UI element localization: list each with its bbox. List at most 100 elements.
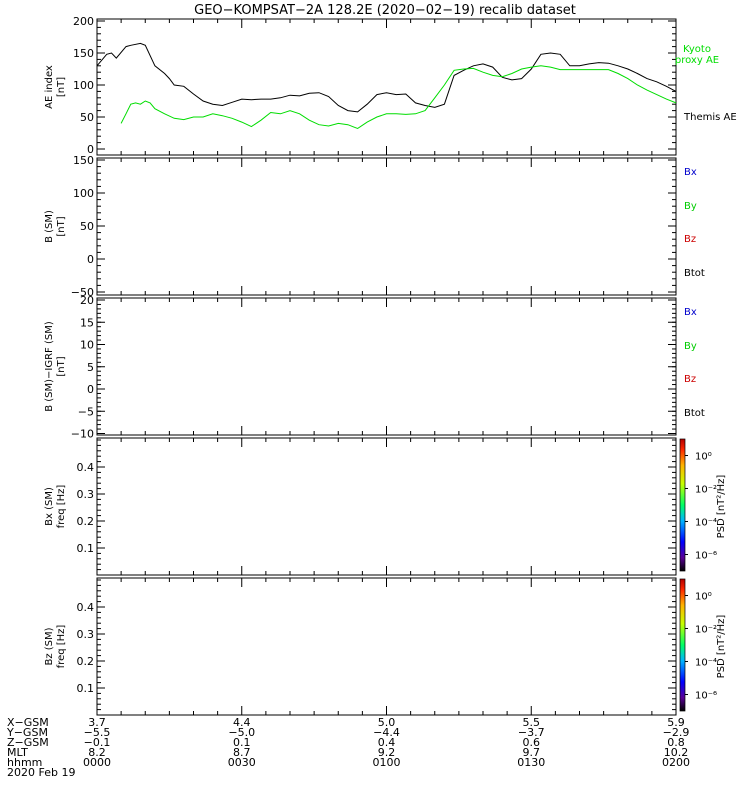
- y-tick-label: −50: [71, 286, 94, 299]
- ephemeris-value: 0130: [517, 756, 545, 769]
- panel-bx-spectrogram: 0.1 0.2 0.3 0.4 Bx (SM) freq [Hz] 10⁰ 10⁻² 10⁻⁴ 1…: [44, 437, 727, 576]
- y-tick-label: 0.2: [77, 515, 95, 528]
- ephemeris-value: 5.9: [667, 716, 685, 729]
- ephemeris-value: 5.0: [378, 716, 396, 729]
- ephemeris-row-label: hhmm: [7, 756, 42, 769]
- legend-by: By: [684, 201, 697, 212]
- ephemeris-value: 8.7: [233, 746, 251, 759]
- y-axis-unit: [nT]: [56, 216, 67, 236]
- y-tick-label: 0.1: [77, 682, 95, 695]
- legend-bz: Bz: [684, 234, 696, 245]
- colorbar-tick-label: 10⁻⁴: [695, 518, 717, 529]
- y-tick-label: 0.4: [77, 601, 95, 614]
- y-tick-label: 0.1: [77, 542, 95, 555]
- plot-frame: [96, 297, 677, 436]
- y-tick-label: 0.3: [77, 628, 95, 641]
- y-tick-label: 150: [73, 47, 94, 60]
- ephemeris-value: 5.5: [523, 716, 541, 729]
- panel-b-minus-igrf: −10 −5 0 5 10 15 20 B (SM)−IGRF (SM) [nT] Bx By Bz B…: [44, 294, 705, 441]
- colorbar-tick-label: 10⁻²: [695, 485, 717, 496]
- y-tick-label: 0: [87, 253, 94, 266]
- y-axis-unit: [nT]: [56, 77, 67, 97]
- ephemeris-date: 2020 Feb 19: [7, 766, 75, 779]
- y-tick-label: 15: [80, 316, 94, 329]
- y-axis-unit: freq [Hz]: [56, 625, 67, 669]
- y-tick-label: 50: [80, 220, 94, 233]
- ephemeris-value: 9.2: [378, 746, 396, 759]
- ephemeris-row-label: X−GSM: [7, 716, 49, 729]
- ephemeris-value: 8.2: [88, 746, 106, 759]
- y-tick-label: 50: [80, 111, 94, 124]
- ephemeris-value: 0.8: [667, 736, 685, 749]
- legend-btot: Btot: [684, 268, 705, 279]
- y-tick-label: 0.4: [77, 461, 95, 474]
- panel-b-field: −50 0 50 100 150 B (SM) [nT] Bx By Bz Btot: [44, 154, 705, 299]
- legend-kyoto-line1: Kyoto: [683, 44, 711, 55]
- ephemeris-value: 4.4: [233, 716, 251, 729]
- ephemeris-value: 0100: [373, 756, 401, 769]
- y-tick-label: 150: [73, 154, 94, 167]
- ephemeris-value: 0030: [228, 756, 256, 769]
- series-line-kyoto-proxy-ae: [120, 65, 677, 130]
- y-tick-label: −5: [78, 405, 94, 418]
- plot-frame: [96, 157, 677, 296]
- colorbar: [679, 578, 686, 712]
- plot-frame: [96, 577, 677, 716]
- colorbar-tick-label: 10⁻⁴: [695, 658, 717, 669]
- ephemeris-value: 0.4: [378, 736, 396, 749]
- ephemeris-value: 10.2: [664, 746, 689, 759]
- ephemeris-value: 3.7: [88, 716, 106, 729]
- ephemeris-value: 9.7: [523, 746, 541, 759]
- y-axis-label: B (SM): [44, 210, 55, 243]
- y-tick-label: 200: [73, 15, 94, 28]
- ephemeris-row-label: Z−GSM: [7, 736, 49, 749]
- ephemeris-row-label: MLT: [7, 746, 28, 759]
- y-tick-label: 0: [87, 383, 94, 396]
- y-axis-label: AE index: [44, 65, 55, 109]
- legend-bz: Bz: [684, 374, 696, 385]
- colorbar-tick-label: 10⁻⁶: [695, 691, 717, 702]
- figure-title: GEO−KOMPSAT−2A 128.2E (2020−02−19) recal…: [194, 3, 576, 18]
- ephemeris-value: −2.9: [663, 726, 690, 739]
- ephemeris-value: 0200: [662, 756, 690, 769]
- plot-frame: [96, 437, 677, 576]
- ephemeris-row-label: Y−GSM: [6, 726, 48, 739]
- ephemeris-value: −5.5: [84, 726, 111, 739]
- y-axis-unit: [nT]: [56, 356, 67, 376]
- y-tick-label: 10: [80, 339, 94, 352]
- panel-bz-spectrogram: 0.1 0.2 0.3 0.4 Bz (SM) freq [Hz] 10⁰ 10⁻² 10⁻⁴ 1…: [44, 577, 727, 716]
- colorbar-label: PSD [nT²/Hz]: [716, 615, 727, 679]
- y-tick-label: 0: [87, 143, 94, 156]
- legend-by: By: [684, 341, 697, 352]
- legend-themis: Themis AE: [683, 112, 737, 123]
- ephemeris-value: −3.7: [518, 726, 545, 739]
- y-tick-label: 100: [73, 79, 94, 92]
- colorbar-tick-label: 10⁰: [695, 452, 712, 463]
- y-axis-label: Bx (SM): [44, 487, 55, 526]
- y-axis-unit: freq [Hz]: [56, 485, 67, 529]
- colorbar-tick-label: 10⁻⁶: [695, 551, 717, 562]
- colorbar: [679, 438, 686, 572]
- ephemeris-value: −0.1: [84, 736, 111, 749]
- y-tick-label: 0.3: [77, 488, 95, 501]
- legend-kyoto-line2: proxy AE: [675, 55, 719, 66]
- ephemeris-value: 0.6: [523, 736, 541, 749]
- series-line-themis-ae: [96, 42, 677, 113]
- y-tick-label: 0.2: [77, 655, 95, 668]
- y-tick-label: 100: [73, 187, 94, 200]
- ephemeris-value: 0000: [83, 756, 111, 769]
- ephemeris-value: −4.4: [373, 726, 400, 739]
- colorbar-tick-label: 10⁻²: [695, 625, 717, 636]
- colorbar-label: PSD [nT²/Hz]: [716, 475, 727, 539]
- ephemeris-value: −5.0: [228, 726, 255, 739]
- legend-bx: Bx: [684, 307, 697, 318]
- colorbar-tick-label: 10⁰: [695, 592, 712, 603]
- legend-bx: Bx: [684, 167, 697, 178]
- y-axis-label: Bz (SM): [44, 627, 55, 665]
- y-tick-label: 20: [80, 294, 94, 307]
- ephemeris-value: 0.1: [233, 736, 251, 749]
